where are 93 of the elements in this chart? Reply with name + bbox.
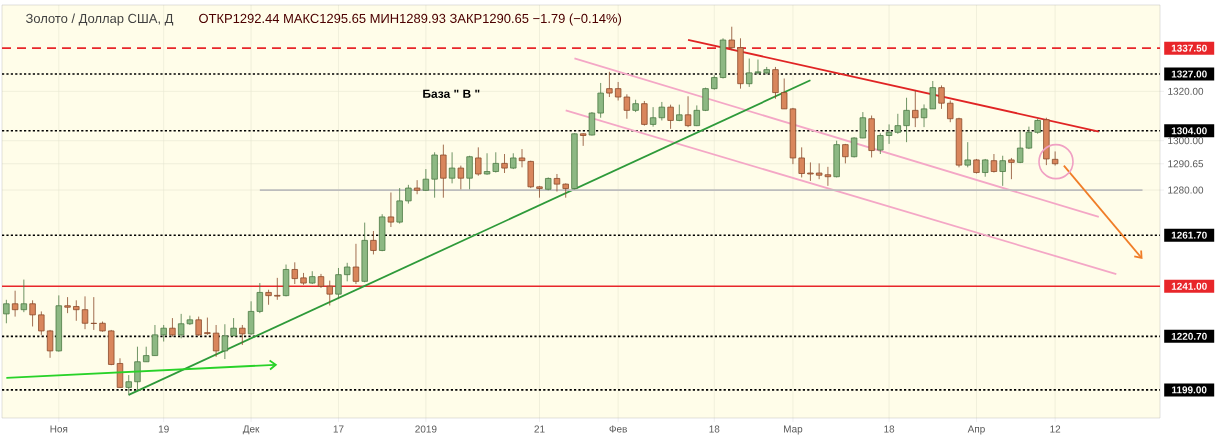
candlestick (396, 187, 403, 224)
candlestick (11, 290, 19, 317)
candlestick (684, 95, 692, 128)
candlestick (291, 261, 298, 285)
x-tick-label: 21 (534, 425, 545, 433)
candlestick (588, 111, 596, 136)
candlestick (947, 100, 954, 123)
ref-line-label: 1304.00 (1171, 127, 1207, 135)
x-tick-label: Ноя (50, 425, 68, 433)
candlestick (466, 155, 473, 190)
candlestick (274, 277, 281, 301)
y-tick-label: 1320.00 (1168, 87, 1204, 95)
candlestick (990, 153, 998, 173)
y-tick-label: 1290.65 (1168, 160, 1204, 168)
candlestick (772, 66, 779, 100)
candlestick (483, 152, 491, 176)
candlestick (212, 324, 220, 358)
candlestick (754, 59, 762, 75)
candlestick (335, 267, 342, 300)
candlestick (422, 168, 430, 192)
candlestick (405, 184, 412, 204)
candlestick (81, 295, 89, 330)
candlestick (920, 104, 928, 128)
candlestick (1051, 151, 1059, 166)
candlestick (903, 97, 910, 143)
candlestick (352, 243, 360, 285)
x-tick-label: Мар (784, 425, 803, 435)
candlestick (73, 299, 80, 322)
candlestick (641, 100, 648, 127)
candlestick (798, 146, 805, 178)
candlestick (606, 71, 613, 98)
text: ОТКР1292.44 МАКС1295.65 МИН1289.93 ЗАКР1290.65 −1.79 (−0.14%) (199, 13, 622, 26)
ref-line-label: 1261.70 (1171, 231, 1207, 239)
ref-line-label: 1241.00 (1171, 282, 1207, 290)
candlestick (492, 151, 499, 173)
candlestick (938, 85, 945, 110)
candlestick (964, 141, 971, 168)
candlestick (29, 299, 36, 327)
candlestick (3, 299, 10, 324)
candlestick (204, 317, 211, 336)
candlestick (1008, 157, 1015, 180)
candlestick (999, 155, 1006, 187)
candlestick (387, 192, 395, 228)
x-tick-label: 17 (333, 425, 344, 433)
candlestick (448, 151, 456, 184)
candlestick (501, 153, 508, 174)
x-tick-label: 18 (709, 425, 720, 433)
ref-line-label: 1327.00 (1171, 70, 1207, 78)
candlestick (457, 165, 465, 190)
annotation: База " В " (423, 89, 480, 98)
candlestick (579, 132, 587, 147)
candlestick (38, 311, 45, 336)
candlestick (344, 262, 351, 282)
candlestick (877, 132, 884, 155)
candlestick (370, 230, 377, 255)
candlestick (134, 346, 141, 391)
candlestick (746, 58, 753, 88)
ref-line-label: 1220.70 (1171, 332, 1207, 340)
x-tick-label: 2019 (415, 425, 437, 433)
candlestick (64, 296, 71, 314)
candlestick (728, 26, 735, 51)
ref-line-label: 1199.00 (1172, 386, 1207, 394)
ref-line-label: 1337.50 (1171, 44, 1207, 52)
x-tick-label: 12 (1050, 425, 1061, 433)
candlestick (912, 89, 919, 128)
candlestick (169, 317, 176, 337)
candlestick (475, 146, 482, 177)
x-tick-label: 19 (158, 425, 169, 433)
x-tick-label: Апр (967, 425, 985, 435)
candlestick (536, 185, 543, 199)
y-tick-label: 1280.00 (1168, 186, 1204, 194)
x-tick-label: Дек (242, 425, 260, 435)
candlestick (326, 280, 333, 306)
candlestick (125, 374, 132, 396)
candlestick (667, 104, 674, 130)
x-tick-label: Фев (609, 425, 627, 433)
text: Золото / Доллар США, Д (25, 13, 174, 26)
candlestick (239, 324, 246, 346)
candlestick (440, 144, 447, 199)
candlestick (553, 173, 561, 192)
candlestick (46, 329, 54, 359)
x-tick-label: 18 (884, 425, 895, 433)
candlestick (807, 162, 814, 182)
candlestick (221, 323, 229, 360)
candlestick (195, 316, 202, 337)
candlestick (20, 279, 28, 313)
candlestick (597, 82, 604, 119)
candlestick (265, 289, 272, 306)
candlestick (90, 296, 97, 331)
candlestick (929, 80, 936, 110)
candlestick (518, 148, 526, 168)
y-tick-label: 1300.00 (1168, 137, 1204, 145)
candlestick (413, 179, 421, 195)
